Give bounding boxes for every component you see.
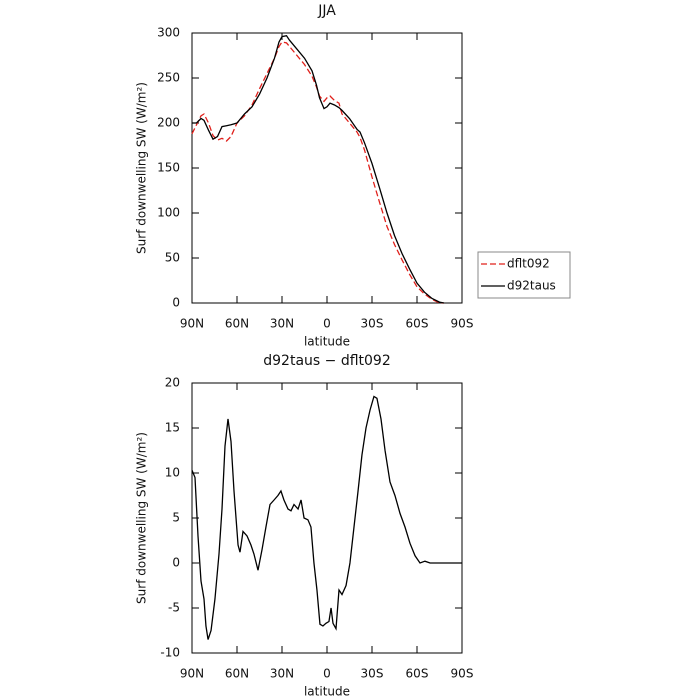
y-tick-label: 150 bbox=[157, 161, 180, 175]
chart-title: JJA bbox=[317, 3, 336, 19]
x-tick-label: 30S bbox=[361, 317, 384, 331]
chart-title: d92taus − dflt092 bbox=[263, 353, 390, 369]
data-line bbox=[191, 41, 444, 304]
x-axis-label: latitude bbox=[304, 685, 350, 699]
x-tick-label: 30S bbox=[361, 667, 384, 681]
y-tick-label: -10 bbox=[160, 646, 180, 660]
x-tick-label: 90N bbox=[180, 667, 204, 681]
x-tick-label: 90S bbox=[451, 317, 474, 331]
y-axis-label: Surf downwelling SW (W/m²) bbox=[135, 432, 149, 604]
x-tick-label: 30N bbox=[270, 317, 294, 331]
x-tick-label: 60S bbox=[406, 667, 429, 681]
legend-label: dflt092 bbox=[507, 257, 550, 271]
y-tick-label: 0 bbox=[172, 556, 180, 570]
y-tick-label: 300 bbox=[157, 26, 180, 40]
x-tick-label: 60S bbox=[406, 317, 429, 331]
y-tick-label: 10 bbox=[165, 466, 180, 480]
y-tick-label: 250 bbox=[157, 71, 180, 85]
y-tick-label: 0 bbox=[172, 296, 180, 310]
y-axis-label: Surf downwelling SW (W/m²) bbox=[135, 82, 149, 254]
y-tick-label: 50 bbox=[165, 251, 180, 265]
y-tick-label: -5 bbox=[168, 601, 180, 615]
y-tick-label: 20 bbox=[165, 376, 180, 390]
x-tick-label: 60N bbox=[225, 317, 249, 331]
x-tick-label: 30N bbox=[270, 667, 294, 681]
plot-frame bbox=[191, 382, 463, 654]
x-tick-label: 90N bbox=[180, 317, 204, 331]
y-tick-label: 200 bbox=[157, 116, 180, 130]
plot-frame bbox=[191, 32, 463, 304]
y-tick-label: 15 bbox=[165, 421, 180, 435]
legend-box bbox=[477, 251, 571, 299]
x-axis-label: latitude bbox=[304, 335, 350, 349]
data-line bbox=[191, 395, 462, 640]
x-tick-label: 60N bbox=[225, 667, 249, 681]
legend-label: d92taus bbox=[507, 279, 556, 293]
data-line bbox=[192, 34, 445, 304]
y-tick-label: 100 bbox=[157, 206, 180, 220]
y-tick-label: 5 bbox=[172, 511, 180, 525]
x-tick-label: 0 bbox=[323, 667, 331, 681]
x-tick-label: 90S bbox=[451, 667, 474, 681]
x-tick-label: 0 bbox=[323, 317, 331, 331]
